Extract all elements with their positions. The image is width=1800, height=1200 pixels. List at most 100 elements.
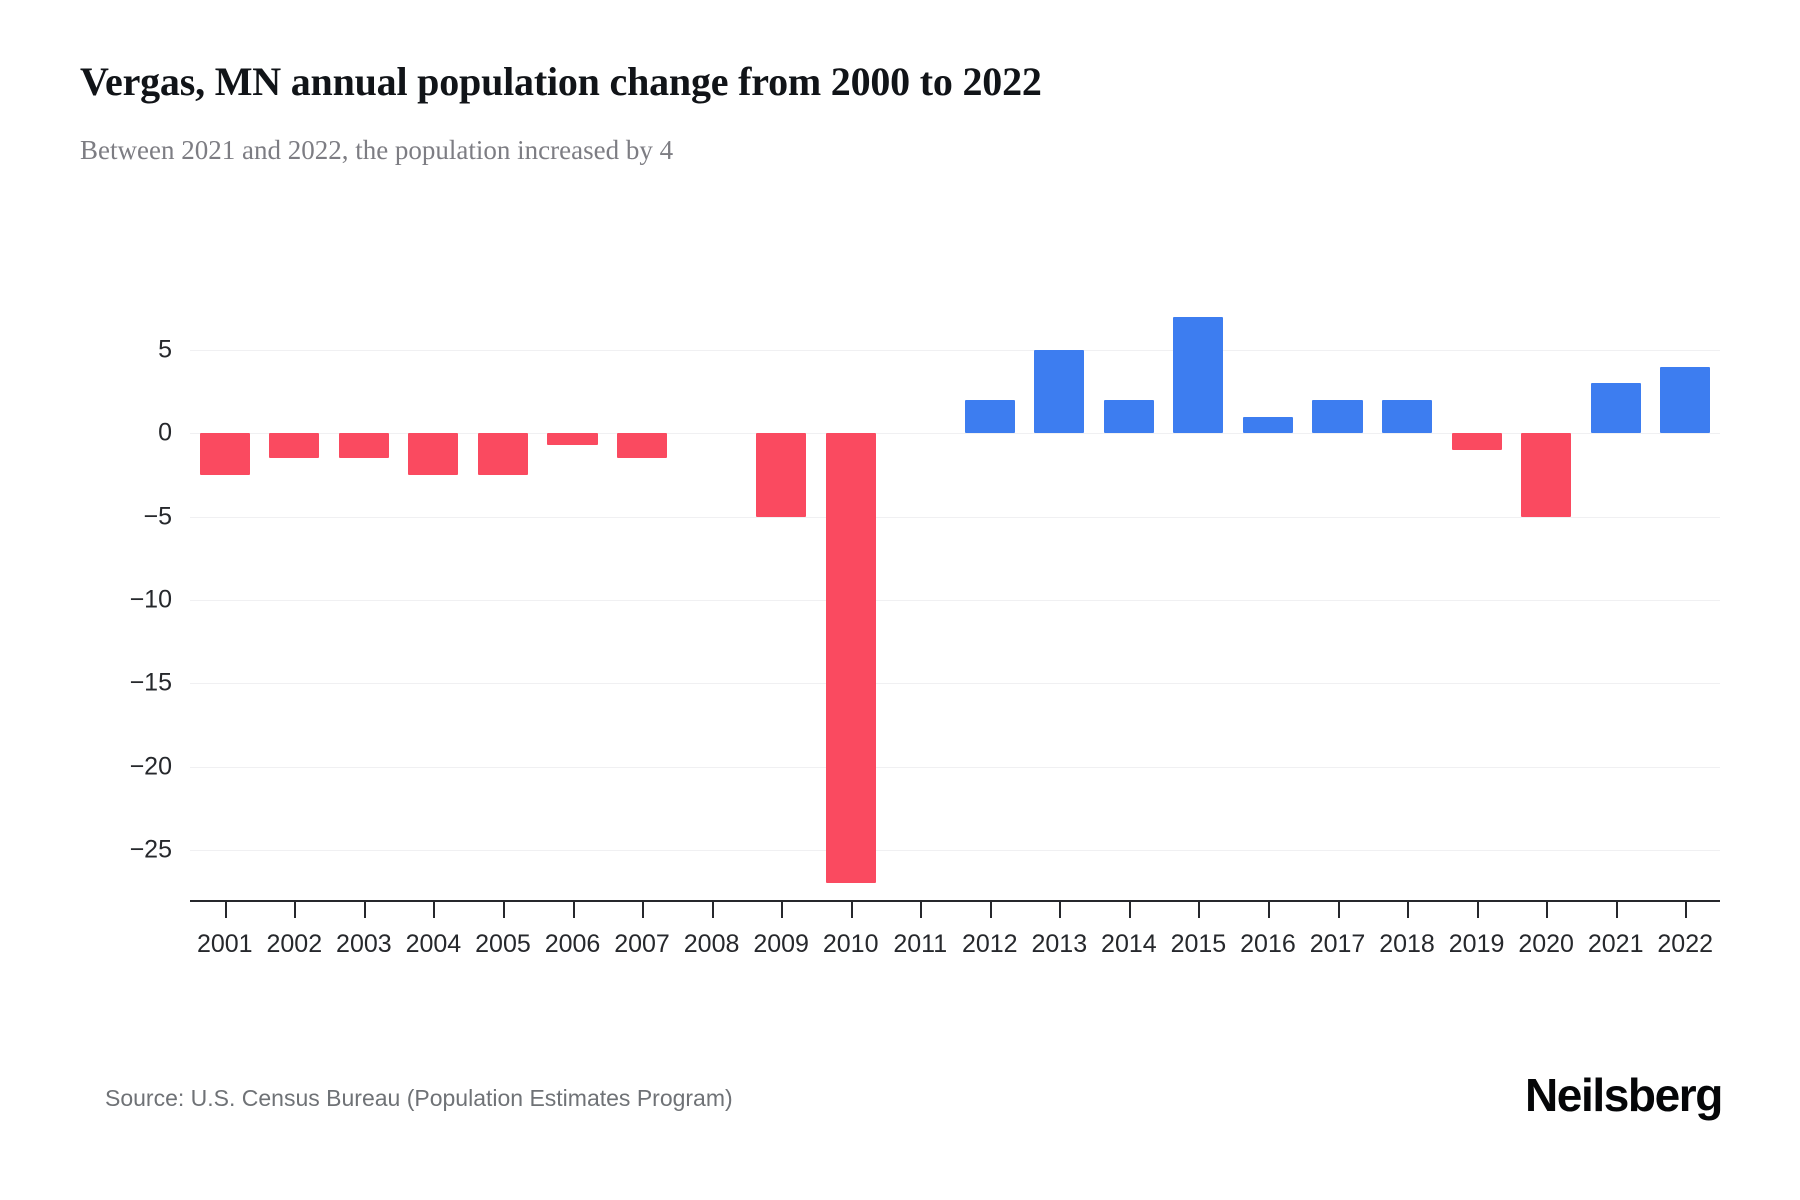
bar-series bbox=[190, 300, 1720, 900]
gridline bbox=[190, 350, 1720, 351]
y-axis-tick-label: −20 bbox=[129, 752, 172, 781]
gridline bbox=[190, 683, 1720, 685]
x-axis-tick bbox=[1476, 902, 1479, 918]
bar-2010[interactable] bbox=[825, 433, 876, 884]
bar-2020[interactable] bbox=[1521, 433, 1572, 517]
x-axis-tick bbox=[1337, 902, 1340, 918]
x-axis-labels: 2001 2002 2003 2004 2005 2006 2007 2008 2009 2010… bbox=[190, 930, 1720, 974]
bar-2004[interactable] bbox=[408, 433, 459, 475]
page-subtitle: Between 2021 and 2022, the population in… bbox=[80, 135, 674, 165]
x-axis-tick bbox=[1128, 902, 1131, 918]
bar-slot bbox=[399, 300, 469, 900]
bar-slot bbox=[329, 300, 399, 900]
x-axis-tick-label: 2006 bbox=[544, 930, 601, 958]
x-axis-tick bbox=[1267, 902, 1270, 918]
x-axis-tick-label: 2018 bbox=[1379, 930, 1435, 958]
bar-2018[interactable] bbox=[1382, 400, 1433, 434]
x-axis-tick-label: 2021 bbox=[1587, 930, 1644, 958]
x-axis-tick bbox=[363, 902, 366, 918]
y-axis-tick-label: −25 bbox=[129, 835, 172, 864]
x-axis-tick-label: 2010 bbox=[822, 930, 879, 958]
x-axis-ticks bbox=[190, 902, 1720, 918]
x-axis-tick-label: 2015 bbox=[1170, 930, 1227, 958]
x-axis-tick-label: 2013 bbox=[1031, 930, 1088, 958]
x-axis-tick-label: 2004 bbox=[405, 930, 462, 958]
x-axis-tick bbox=[433, 902, 436, 918]
bar-slot bbox=[190, 300, 260, 900]
bar-slot bbox=[955, 300, 1025, 900]
bar-slot bbox=[607, 300, 677, 900]
bar-2001[interactable] bbox=[199, 433, 250, 475]
x-axis-tick bbox=[989, 902, 992, 918]
bar-2014[interactable] bbox=[1103, 400, 1154, 434]
x-axis-tick bbox=[502, 902, 505, 918]
plot-area: 5 0 −5 −10 −15 −20 −25 bbox=[130, 300, 1720, 900]
bar-slot bbox=[260, 300, 330, 900]
y-axis-tick-label: 5 bbox=[158, 335, 172, 364]
x-axis-tick bbox=[1546, 902, 1549, 918]
x-axis-tick-label: 2001 bbox=[196, 930, 253, 958]
bar-2002[interactable] bbox=[269, 433, 320, 459]
bar-2012[interactable] bbox=[964, 400, 1015, 434]
x-axis-tick bbox=[1198, 902, 1201, 918]
bar-2013[interactable] bbox=[1034, 350, 1085, 434]
bar-2006[interactable] bbox=[547, 433, 598, 445]
page-title: Vergas, MN annual population change from… bbox=[80, 59, 1042, 104]
x-axis-tick bbox=[1615, 902, 1618, 918]
x-axis-tick-label: 2020 bbox=[1518, 930, 1574, 958]
bar-slot bbox=[885, 300, 955, 900]
bar-2017[interactable] bbox=[1312, 400, 1363, 434]
x-axis-tick-label: 2022 bbox=[1657, 930, 1714, 958]
bar-slot bbox=[1094, 300, 1164, 900]
bar-slot bbox=[1303, 300, 1373, 900]
x-axis-tick-label: 2008 bbox=[683, 930, 740, 958]
x-axis-tick-label: 2005 bbox=[475, 930, 531, 958]
bar-2021[interactable] bbox=[1590, 383, 1641, 434]
x-axis-tick-label: 2011 bbox=[893, 930, 948, 958]
bar-slot bbox=[677, 300, 747, 900]
bar-slot bbox=[1372, 300, 1442, 900]
x-axis-tick-label: 2009 bbox=[753, 930, 809, 958]
gridline bbox=[190, 516, 1720, 518]
x-axis-tick bbox=[1407, 902, 1410, 918]
bar-slot bbox=[746, 300, 816, 900]
x-axis-tick bbox=[850, 902, 853, 918]
gridline bbox=[190, 600, 1720, 601]
x-axis-tick-label: 2016 bbox=[1240, 930, 1296, 958]
bar-2019[interactable] bbox=[1451, 433, 1502, 450]
x-axis-tick bbox=[572, 902, 575, 918]
x-axis-tick bbox=[1059, 902, 1062, 918]
x-axis-line bbox=[190, 900, 1720, 902]
x-axis-tick-label: 2012 bbox=[961, 930, 1018, 958]
x-axis-tick-label: 2002 bbox=[266, 930, 323, 958]
y-axis-tick-label: −15 bbox=[129, 668, 172, 697]
x-axis-tick bbox=[1685, 902, 1688, 918]
bar-2015[interactable] bbox=[1173, 316, 1224, 434]
source-note: Source: U.S. Census Bureau (Population E… bbox=[105, 1085, 733, 1111]
bar-slot bbox=[1025, 300, 1095, 900]
bar-2007[interactable] bbox=[617, 433, 668, 459]
bar-slot bbox=[816, 300, 886, 900]
gridline bbox=[190, 766, 1720, 768]
bar-2003[interactable] bbox=[338, 433, 389, 459]
x-axis-tick bbox=[781, 902, 784, 918]
y-axis-tick-label: −10 bbox=[129, 585, 172, 614]
x-axis-tick bbox=[920, 902, 923, 918]
gridline bbox=[190, 433, 1720, 435]
bar-slot bbox=[1233, 300, 1303, 900]
x-axis-tick-label: 2014 bbox=[1101, 930, 1157, 958]
x-axis-tick-label: 2019 bbox=[1448, 930, 1505, 958]
bar-slot bbox=[538, 300, 608, 900]
bar-2009[interactable] bbox=[756, 433, 807, 517]
y-axis-tick-label: −5 bbox=[143, 502, 172, 531]
x-axis-tick bbox=[294, 902, 297, 918]
x-axis-tick-label: 2003 bbox=[336, 930, 392, 958]
bar-2022[interactable] bbox=[1660, 366, 1711, 434]
bar-2016[interactable] bbox=[1242, 416, 1293, 434]
y-axis-tick-label: 0 bbox=[158, 418, 172, 447]
x-axis-tick-label: 2007 bbox=[614, 930, 670, 958]
bar-slot bbox=[1650, 300, 1720, 900]
bar-2005[interactable] bbox=[477, 433, 528, 475]
bar-slot bbox=[1164, 300, 1234, 900]
